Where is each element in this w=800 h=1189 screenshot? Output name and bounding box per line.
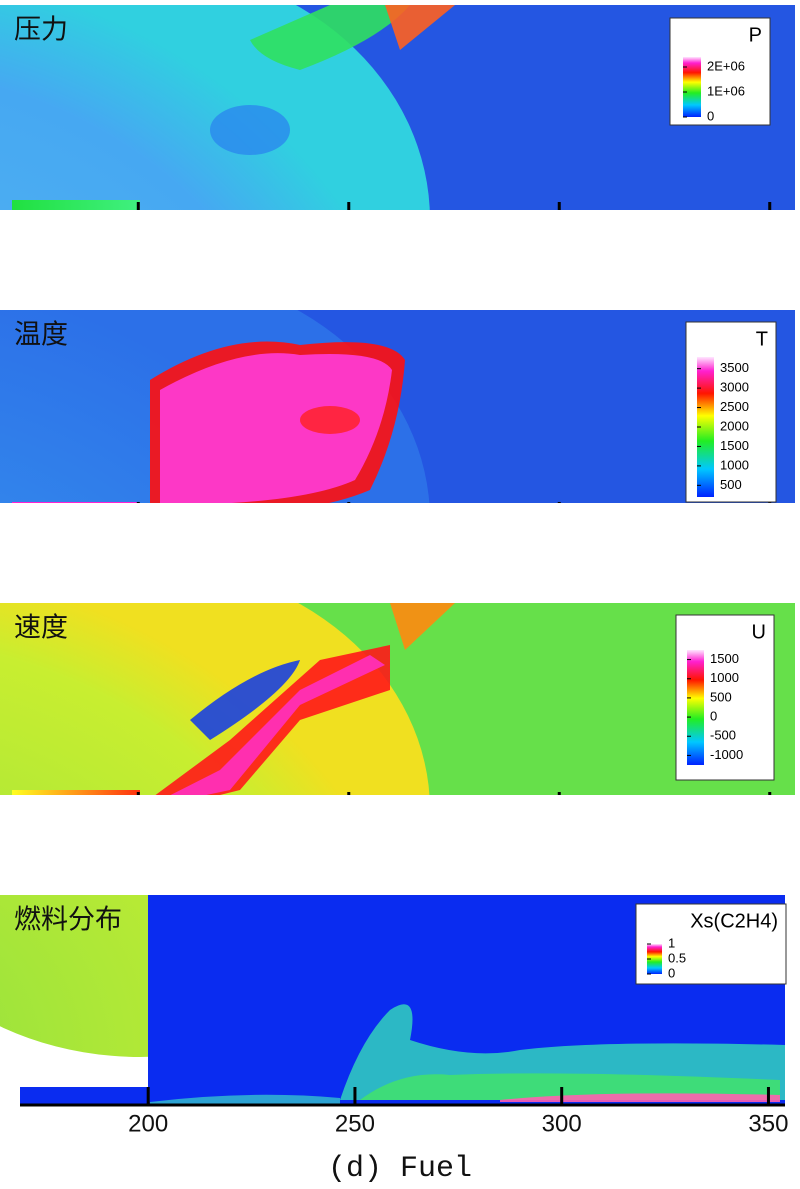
mask — [0, 210, 800, 310]
colorbar-label: 3500 — [720, 360, 749, 375]
colorbar-label: 1500 — [710, 651, 739, 666]
legend-title: P — [749, 24, 762, 46]
field-feature — [300, 406, 360, 434]
colorbar — [687, 650, 704, 765]
colorbar-label: 3000 — [720, 380, 749, 395]
colorbar-label: 1 — [668, 935, 675, 950]
colorbar — [683, 57, 701, 117]
field-feature — [210, 105, 290, 155]
field-feature — [385, 5, 455, 50]
colorbar-label: 1500 — [720, 438, 749, 453]
colorbar-label: -500 — [710, 728, 736, 743]
colorbar-label: 2500 — [720, 399, 749, 414]
colorbar-label: -1000 — [710, 747, 743, 762]
mask — [0, 503, 800, 603]
field-feature — [500, 1093, 780, 1102]
colorbar-label: 0 — [710, 709, 717, 724]
colorbar-label: 500 — [710, 689, 732, 704]
colorbar — [697, 357, 714, 497]
colorbar-label: 0 — [707, 108, 714, 123]
field-feature — [145, 655, 385, 808]
field-feature — [190, 660, 300, 740]
legend-title: Xs(C2H4) — [690, 910, 778, 932]
colorbar-label: 2E+06 — [707, 58, 745, 73]
legend-title: T — [756, 328, 768, 350]
panel-label: 压力 — [14, 15, 68, 46]
mask — [0, 0, 800, 5]
field-feature — [150, 1094, 340, 1104]
field-feature — [160, 353, 392, 505]
colorbar-label: 500 — [720, 477, 742, 492]
caption: (d) Fuel — [328, 1152, 472, 1186]
x-tick-label: 250 — [335, 1110, 375, 1137]
legend-title: U — [752, 621, 766, 643]
field-feature — [360, 1073, 780, 1100]
colorbar-label: 1E+06 — [707, 83, 745, 98]
mask — [0, 795, 800, 895]
panel-label: 温度 — [14, 320, 68, 351]
x-tick-label: 350 — [748, 1110, 788, 1137]
colorbar — [647, 944, 662, 974]
x-tick-label: 300 — [542, 1110, 582, 1137]
colorbar-label: 1000 — [710, 670, 739, 685]
colorbar-label: 0 — [668, 965, 675, 980]
panel-label: 燃料分布 — [14, 905, 122, 936]
colorbar-label: 0.5 — [668, 950, 686, 965]
field-feature — [390, 603, 455, 650]
x-tick-label: 200 — [128, 1110, 168, 1137]
panel-label: 速度 — [14, 613, 68, 644]
inlet-strip — [20, 1087, 148, 1105]
field-feature — [250, 5, 410, 70]
colorbar-label: 2000 — [720, 418, 749, 433]
colorbar-label: 1000 — [720, 457, 749, 472]
